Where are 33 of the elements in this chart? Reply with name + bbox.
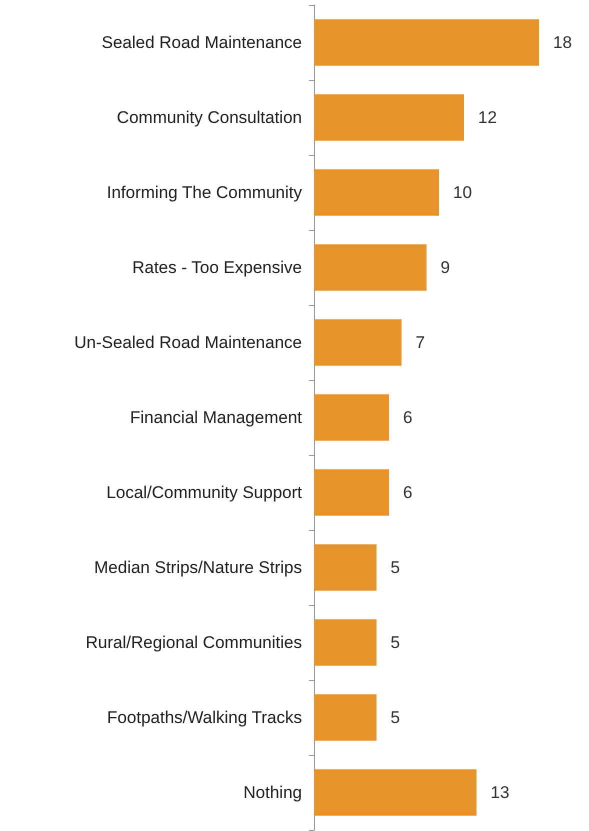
- bar: [314, 94, 464, 141]
- bar: [314, 19, 539, 66]
- bar: [314, 769, 476, 816]
- y-tick-label: Informing The Community: [106, 183, 302, 202]
- y-tick-label: Footpaths/Walking Tracks: [107, 708, 302, 727]
- y-tick-label: Local/Community Support: [106, 483, 302, 502]
- bar: [314, 694, 376, 741]
- data-label: 12: [478, 108, 497, 127]
- y-tick-label: Rates - Too Expensive: [132, 258, 302, 277]
- data-label: 6: [403, 408, 412, 427]
- bar: [314, 169, 439, 216]
- bar: [314, 469, 389, 516]
- y-tick-label: Financial Management: [130, 408, 302, 427]
- data-label: 5: [390, 558, 400, 577]
- data-label: 18: [553, 33, 572, 52]
- data-label: 7: [416, 333, 425, 352]
- data-label: 9: [440, 258, 450, 277]
- data-label: 5: [390, 708, 400, 727]
- y-tick-label: Un-Sealed Road Maintenance: [74, 333, 302, 352]
- y-tick-label: Nothing: [243, 783, 302, 802]
- y-tick-label: Community Consultation: [116, 108, 302, 127]
- bar: [314, 319, 402, 366]
- bar: [314, 619, 376, 666]
- data-label: 5: [390, 633, 400, 652]
- y-tick-label: Rural/Regional Communities: [86, 633, 302, 652]
- data-label: 10: [453, 183, 472, 202]
- bar: [314, 244, 426, 291]
- y-tick-label: Sealed Road Maintenance: [102, 33, 302, 52]
- bar: [314, 394, 389, 441]
- bar: [314, 544, 376, 591]
- y-tick-label: Median Strips/Nature Strips: [94, 558, 302, 577]
- data-label: 13: [490, 783, 510, 802]
- data-label: 6: [403, 483, 412, 502]
